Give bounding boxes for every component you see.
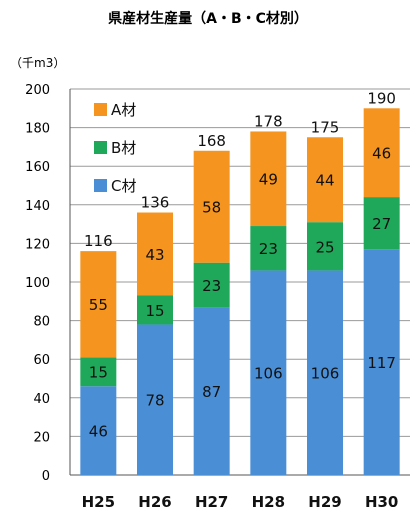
x-tick-label: H26 [138,493,171,511]
bar-segment-H25-C材 [80,386,117,475]
y-axis-unit-label: （千m3） [10,56,66,70]
bar-segment-H30-A材 [363,108,400,198]
bar-segment-H26-A材 [137,212,173,296]
bar-segment-H25-A材 [80,251,117,358]
data-label: 55 [89,296,108,314]
data-label: 46 [89,423,108,441]
bar-segment-H27-C材 [193,307,230,475]
y-tick-label: 140 [25,199,50,214]
bar-segment-H29-C材 [307,270,343,475]
data-label: 106 [254,365,283,383]
y-tick-label: 200 [25,83,50,98]
data-label: 43 [145,246,164,264]
bar-segment-H27-B材 [193,262,230,308]
x-tick-label: H29 [308,493,341,511]
legend-label: C材 [111,177,136,195]
bar-segment-H26-C材 [137,324,173,475]
total-label: 178 [254,112,283,130]
data-label: 25 [315,238,334,256]
y-tick-label: 100 [25,276,50,291]
bar-segment-H28-A材 [250,131,287,227]
x-tick-label: H27 [195,493,228,511]
bar-segment-H26-B材 [137,295,173,325]
data-label: 44 [315,172,334,190]
total-label: 175 [311,118,340,136]
data-label: 87 [202,383,221,401]
bar-segment-H30-B材 [363,197,400,250]
total-label: 168 [197,132,226,150]
y-tick-label: 20 [33,430,50,445]
data-label: 117 [367,354,396,372]
data-label: 46 [372,145,391,163]
legend-swatch [94,179,107,192]
data-label: 58 [202,199,221,217]
data-label: 106 [311,365,340,383]
total-label: 116 [84,232,113,250]
y-tick-label: 80 [33,315,50,330]
bar-segment-H28-C材 [250,270,287,475]
bar-segment-H28-B材 [250,226,287,271]
legend-label: A材 [111,101,136,119]
y-tick-label: 0 [42,469,50,484]
x-tick-label: H30 [365,493,398,511]
legend-swatch [94,141,107,154]
y-tick-label: 160 [25,160,50,175]
y-tick-label: 180 [25,122,50,137]
data-label: 15 [145,302,164,320]
x-tick-label: H25 [82,493,115,511]
total-label: 136 [141,194,170,212]
x-tick-label: H28 [252,493,285,511]
y-tick-label: 60 [33,353,50,368]
bar-segment-H29-B材 [307,222,343,271]
data-label: 27 [372,215,391,233]
bar-segment-H27-A材 [193,150,230,263]
chart-title: 県産材生産量（A・B・C材別） [108,11,308,27]
data-label: 23 [259,240,278,258]
bar-segment-H30-C材 [363,249,400,475]
y-tick-label: 120 [25,237,50,252]
total-label: 190 [367,89,396,107]
legend-swatch [94,103,107,116]
bar-segment-H29-A材 [307,137,343,223]
legend-label: B材 [111,139,136,157]
y-tick-label: 40 [33,392,50,407]
bar-segment-H25-B材 [80,357,117,387]
data-label: 49 [259,171,278,189]
data-label: 23 [202,277,221,295]
data-label: 78 [145,392,164,410]
data-label: 15 [89,364,108,382]
